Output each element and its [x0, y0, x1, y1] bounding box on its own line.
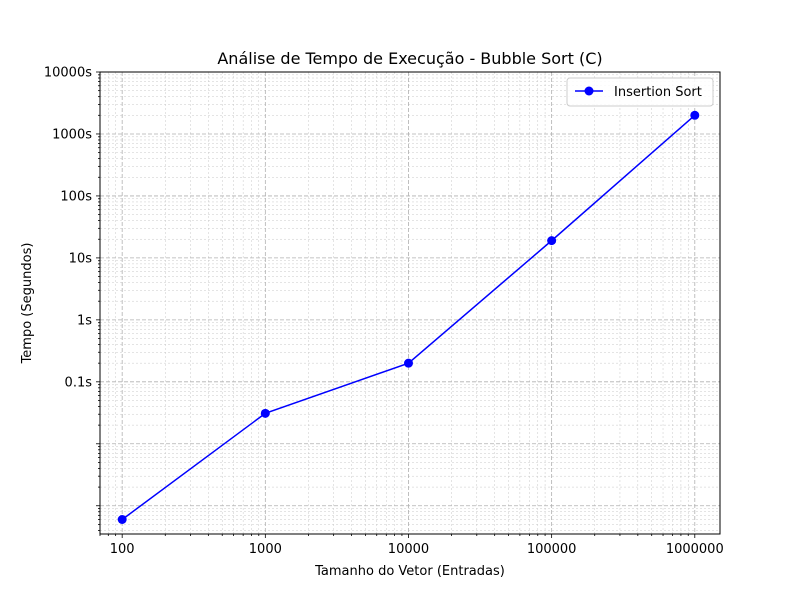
- y-tick-label: 1s: [77, 313, 92, 328]
- legend: Insertion Sort: [566, 77, 714, 107]
- series-layer: [117, 110, 700, 524]
- y-tick-label: 100s: [60, 189, 92, 204]
- y-tick-label: 1000s: [52, 127, 92, 142]
- legend-box: [566, 77, 714, 107]
- grid-major-lines: [100, 71, 720, 534]
- y-tick-label: 10000s: [44, 66, 92, 81]
- y-tick-label: 10s: [69, 251, 93, 266]
- grid-minor-lines: [99, 72, 720, 534]
- y-axis-label: Tempo (Segundos): [20, 243, 35, 365]
- chart-title: Análise de Tempo de Execução - Bubble So…: [217, 49, 602, 68]
- x-axis-label: Tamanho do Vetor (Entradas): [314, 564, 505, 579]
- data-point: [690, 110, 700, 120]
- plot-area-frame: [99, 71, 721, 535]
- x-tick-label: 1000000: [666, 542, 724, 557]
- x-tick-label: 100000: [527, 542, 577, 557]
- data-point: [403, 358, 413, 368]
- data-point: [117, 514, 127, 524]
- data-point: [260, 408, 270, 418]
- x-axis-ticks: 100 1000 10000 100000 1000000: [99, 534, 724, 557]
- x-tick-label: 100: [110, 542, 135, 557]
- x-tick-label: 10000: [388, 542, 429, 557]
- legend-entry-insertion-sort: Insertion Sort: [614, 85, 702, 100]
- data-point: [547, 236, 557, 246]
- y-tick-label: 0.1s: [65, 375, 93, 390]
- y-axis-ticks: 0.1s 1s 10s 100s 1000s 10000s: [44, 66, 100, 531]
- legend-marker-swatch: [584, 86, 594, 96]
- x-tick-label: 1000: [249, 542, 282, 557]
